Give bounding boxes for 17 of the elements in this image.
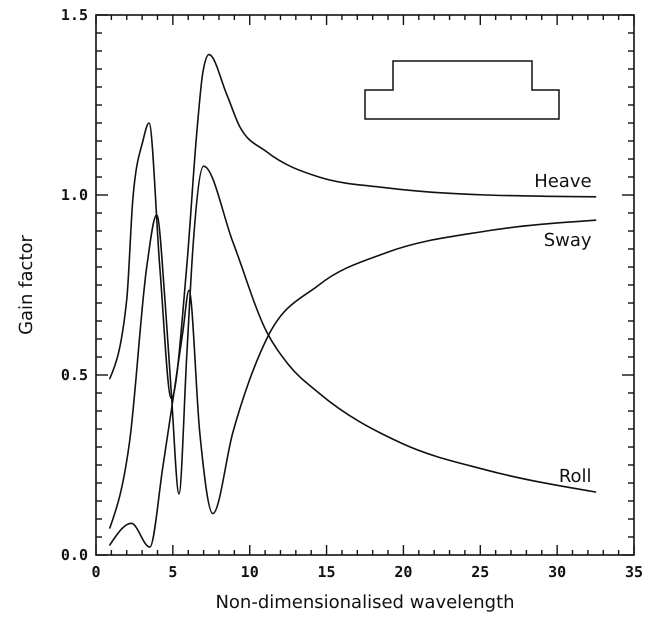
y-tick-label: 1.5 [60, 6, 88, 24]
y-axis-title: Gain factor [16, 234, 37, 335]
x-tick-label: 20 [394, 563, 412, 581]
y-tick-label: 1.0 [60, 186, 88, 204]
y-tick-label: 0.0 [60, 546, 88, 564]
x-tick-label: 15 [318, 563, 336, 581]
legend-label: Roll [558, 466, 592, 487]
legend-label: Heave [534, 170, 592, 192]
legend-label: Sway [544, 230, 592, 252]
x-tick-label: 5 [168, 563, 178, 581]
x-tick-label: 0 [91, 563, 101, 581]
x-axis-title: Non-dimensionalised wavelength [215, 592, 515, 613]
x-tick-label: 25 [471, 563, 490, 581]
x-tick-label: 30 [548, 563, 566, 581]
x-tick-label: 35 [624, 563, 644, 581]
x-tick-label: 10 [240, 563, 259, 581]
y-tick-label: 0.5 [60, 366, 88, 384]
